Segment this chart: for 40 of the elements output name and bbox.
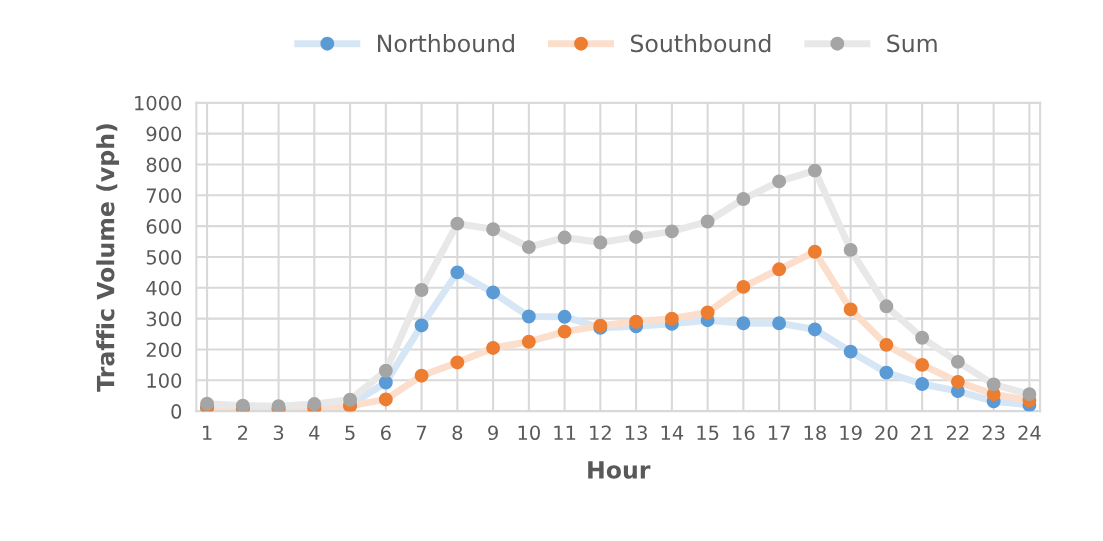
x-tick-label: 1 bbox=[203, 425, 212, 440]
y-tick-label: 800 bbox=[146, 157, 182, 173]
x-tick-label: 23 bbox=[982, 425, 1005, 441]
x-tick-label: 17 bbox=[768, 425, 790, 440]
x-tick-label: 2 bbox=[238, 425, 248, 440]
legend-label: Northbound bbox=[378, 34, 514, 53]
x-tick-label: 18 bbox=[804, 425, 826, 441]
y-tick-label: 300 bbox=[146, 311, 182, 327]
y-tick-label: 100 bbox=[147, 373, 182, 388]
x-tick-label: 7 bbox=[416, 425, 427, 440]
y-tick-label: 600 bbox=[146, 219, 182, 234]
x-tick-label: 12 bbox=[590, 425, 611, 440]
x-tick-label: 15 bbox=[697, 425, 719, 441]
x-tick-label: 13 bbox=[625, 425, 647, 441]
legend-label: Sum bbox=[887, 34, 937, 53]
y-tick-label: 500 bbox=[146, 249, 182, 265]
y-tick-label: 1000 bbox=[135, 95, 182, 111]
x-tick-label: 11 bbox=[554, 425, 576, 440]
y-tick-label: 200 bbox=[146, 342, 182, 358]
x-tick-label: 16 bbox=[733, 425, 755, 441]
x-tick-label: 8 bbox=[452, 425, 463, 441]
x-tick-label: 19 bbox=[840, 425, 862, 441]
y-axis-title: Traffic Volume (vph) bbox=[96, 124, 120, 392]
x-tick-label: 9 bbox=[488, 425, 498, 441]
x-tick-label: 10 bbox=[518, 425, 540, 441]
y-tick-label: 400 bbox=[146, 280, 182, 296]
x-tick-label: 24 bbox=[1018, 425, 1041, 440]
x-tick-label: 22 bbox=[946, 425, 969, 440]
x-tick-label: 21 bbox=[911, 425, 933, 440]
x-tick-label: 20 bbox=[875, 425, 898, 441]
x-tick-label: 3 bbox=[273, 425, 284, 441]
x-axis-title: Hour bbox=[588, 461, 651, 479]
x-tick-label: 4 bbox=[309, 425, 320, 440]
y-tick-label: 0 bbox=[171, 404, 182, 419]
x-tick-label: 14 bbox=[661, 425, 684, 440]
x-tick-label: 6 bbox=[381, 425, 391, 441]
x-tick-label: 5 bbox=[345, 425, 355, 441]
legend-label: Southbound bbox=[630, 34, 771, 53]
y-tick-label: 900 bbox=[146, 126, 182, 142]
y-tick-label: 700 bbox=[146, 188, 182, 203]
